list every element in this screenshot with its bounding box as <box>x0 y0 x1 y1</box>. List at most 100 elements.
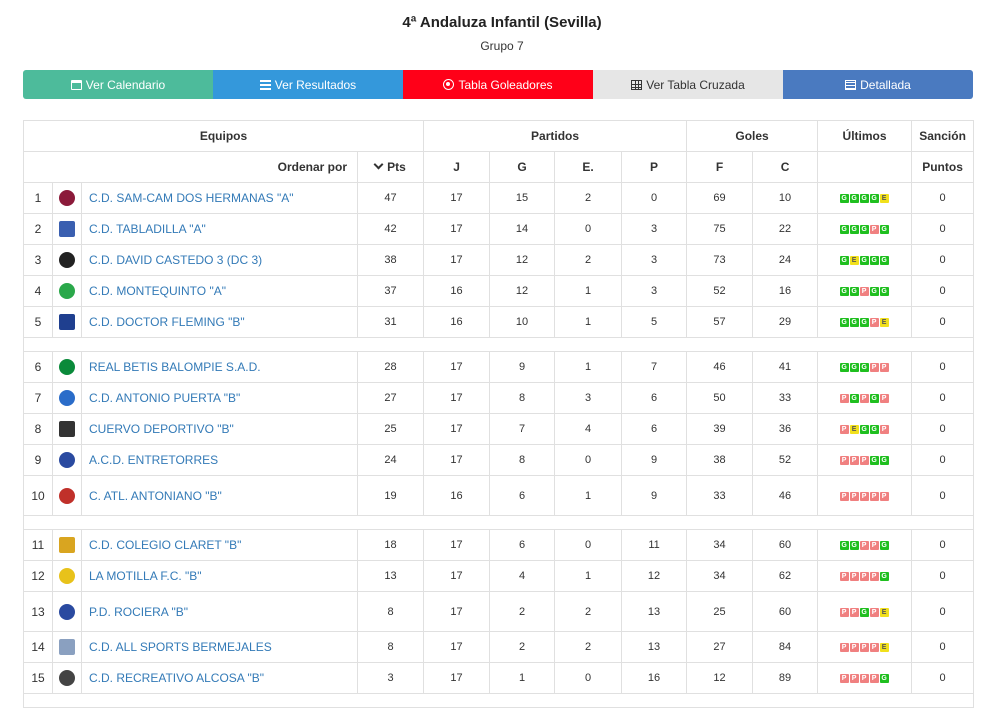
team-name-link[interactable]: C.D. MONTEQUINTO "A" <box>81 275 358 307</box>
stat-pts: 42 <box>356 213 425 245</box>
results-button[interactable]: Ver Resultados <box>213 70 403 99</box>
group-label: Grupo 7 <box>480 39 524 53</box>
result-badge: G <box>859 256 869 266</box>
result-badge: P <box>869 363 879 373</box>
sancion-points: 0 <box>911 444 975 476</box>
result-badge: G <box>869 194 879 204</box>
team-logo-cell <box>52 244 82 276</box>
result-badge: G <box>879 456 889 466</box>
stat-c: 29 <box>752 306 819 338</box>
table-row: 9 A.C.D. ENTRETORRES 24 17 8 0 9 38 52 P P P G G 0 <box>23 444 975 476</box>
result-badge: G <box>879 541 889 551</box>
result-badge: P <box>849 491 859 501</box>
sort-pts-header[interactable]: Pts <box>356 151 425 183</box>
stat-pts: 38 <box>356 244 425 276</box>
stat-c: 41 <box>752 351 819 383</box>
stat-p: 3 <box>621 275 688 307</box>
stat-c: 62 <box>752 560 819 592</box>
result-badge: P <box>859 287 869 297</box>
header-p[interactable]: P <box>621 151 688 183</box>
position-cell: 4 <box>23 275 53 307</box>
team-crest-icon <box>59 639 75 655</box>
group-separator <box>22 693 975 708</box>
result-badge: E <box>879 194 889 204</box>
stat-f: 25 <box>686 591 754 632</box>
team-logo-cell <box>52 382 82 414</box>
header-g[interactable]: G <box>489 151 556 183</box>
result-badge: G <box>839 363 849 373</box>
cross-table-button[interactable]: Ver Tabla Cruzada <box>593 70 783 99</box>
team-name-link[interactable]: C.D. DOCTOR FLEMING "B" <box>81 306 358 338</box>
stat-g: 10 <box>489 306 556 338</box>
detailed-button-label: Detallada <box>860 77 911 92</box>
stat-pts: 24 <box>356 444 425 476</box>
team-crest-icon <box>59 190 75 206</box>
stat-e: 4 <box>554 413 623 445</box>
header-f[interactable]: F <box>686 151 754 183</box>
header-e[interactable]: E. <box>554 151 623 183</box>
header-equipos: Equipos <box>22 120 425 152</box>
header-puntos: Puntos <box>911 151 975 183</box>
header-ultimos: Últimos <box>817 120 913 152</box>
list-icon <box>259 79 271 90</box>
stat-f: 75 <box>686 213 754 245</box>
team-name-link[interactable]: C.D. TABLADILLA "A" <box>81 213 358 245</box>
team-name-link[interactable]: C.D. DAVID CASTEDO 3 (DC 3) <box>81 244 358 276</box>
team-crest-icon <box>59 221 75 237</box>
header-goles: Goles <box>686 120 819 152</box>
team-crest-icon <box>59 359 75 375</box>
team-name-link[interactable]: C.D. RECREATIVO ALCOSA "B" <box>81 662 358 694</box>
result-badge: G <box>839 287 849 297</box>
stat-f: 34 <box>686 560 754 592</box>
team-name-link[interactable]: C.D. ANTONIO PUERTA "B" <box>81 382 358 414</box>
position-cell: 7 <box>23 382 53 414</box>
pts-label: Pts <box>387 160 406 174</box>
team-name-link[interactable]: LA MOTILLA F.C. "B" <box>81 560 358 592</box>
scorers-button[interactable]: Tabla Goleadores <box>403 70 593 99</box>
team-name-link[interactable]: P.D. ROCIERA "B" <box>81 591 358 632</box>
stat-c: 22 <box>752 213 819 245</box>
team-crest-icon <box>59 568 75 584</box>
table-row: 15 C.D. RECREATIVO ALCOSA "B" 3 17 1 0 16 12 89 P… <box>23 662 975 694</box>
result-badge: P <box>859 491 869 501</box>
stat-e: 1 <box>554 475 623 516</box>
team-crest-icon <box>59 537 75 553</box>
team-crest-icon <box>59 421 75 437</box>
result-badge: P <box>849 572 859 582</box>
stat-c: 60 <box>752 529 819 561</box>
stat-j: 17 <box>423 244 491 276</box>
group-separator <box>22 515 975 530</box>
team-name-link[interactable]: REAL BETIS BALOMPIE S.A.D. <box>81 351 358 383</box>
result-badge: P <box>879 425 889 435</box>
team-name-link[interactable]: C.D. COLEGIO CLARET "B" <box>81 529 358 561</box>
team-logo-cell <box>52 275 82 307</box>
team-name-link[interactable]: C. ATL. ANTONIANO "B" <box>81 475 358 516</box>
table-row: 14 C.D. ALL SPORTS BERMEJALES 8 17 2 2 13 27 84 P… <box>23 631 975 663</box>
stat-f: 27 <box>686 631 754 663</box>
stat-c: 46 <box>752 475 819 516</box>
header-partidos: Partidos <box>423 120 688 152</box>
stat-g: 15 <box>489 182 556 214</box>
header-j[interactable]: J <box>423 151 491 183</box>
team-name-link[interactable]: A.C.D. ENTRETORRES <box>81 444 358 476</box>
detailed-button[interactable]: Detallada <box>783 70 973 99</box>
team-logo-cell <box>52 351 82 383</box>
stat-e: 1 <box>554 306 623 338</box>
stat-g: 12 <box>489 244 556 276</box>
calendar-button[interactable]: Ver Calendario <box>23 70 213 99</box>
table-row: 4 C.D. MONTEQUINTO "A" 37 16 12 1 3 52 16 G G P G G 0 <box>23 275 975 307</box>
team-name-link[interactable]: C.D. SAM-CAM DOS HERMANAS "A" <box>81 182 358 214</box>
result-badge: G <box>849 194 859 204</box>
stat-c: 33 <box>752 382 819 414</box>
team-name-link[interactable]: CUERVO DEPORTIVO "B" <box>81 413 358 445</box>
position-cell: 3 <box>23 244 53 276</box>
stat-g: 7 <box>489 413 556 445</box>
header-c[interactable]: C <box>752 151 819 183</box>
team-name-link[interactable]: C.D. ALL SPORTS BERMEJALES <box>81 631 358 663</box>
stat-f: 69 <box>686 182 754 214</box>
result-badge: P <box>879 394 889 404</box>
result-badge: G <box>849 287 859 297</box>
